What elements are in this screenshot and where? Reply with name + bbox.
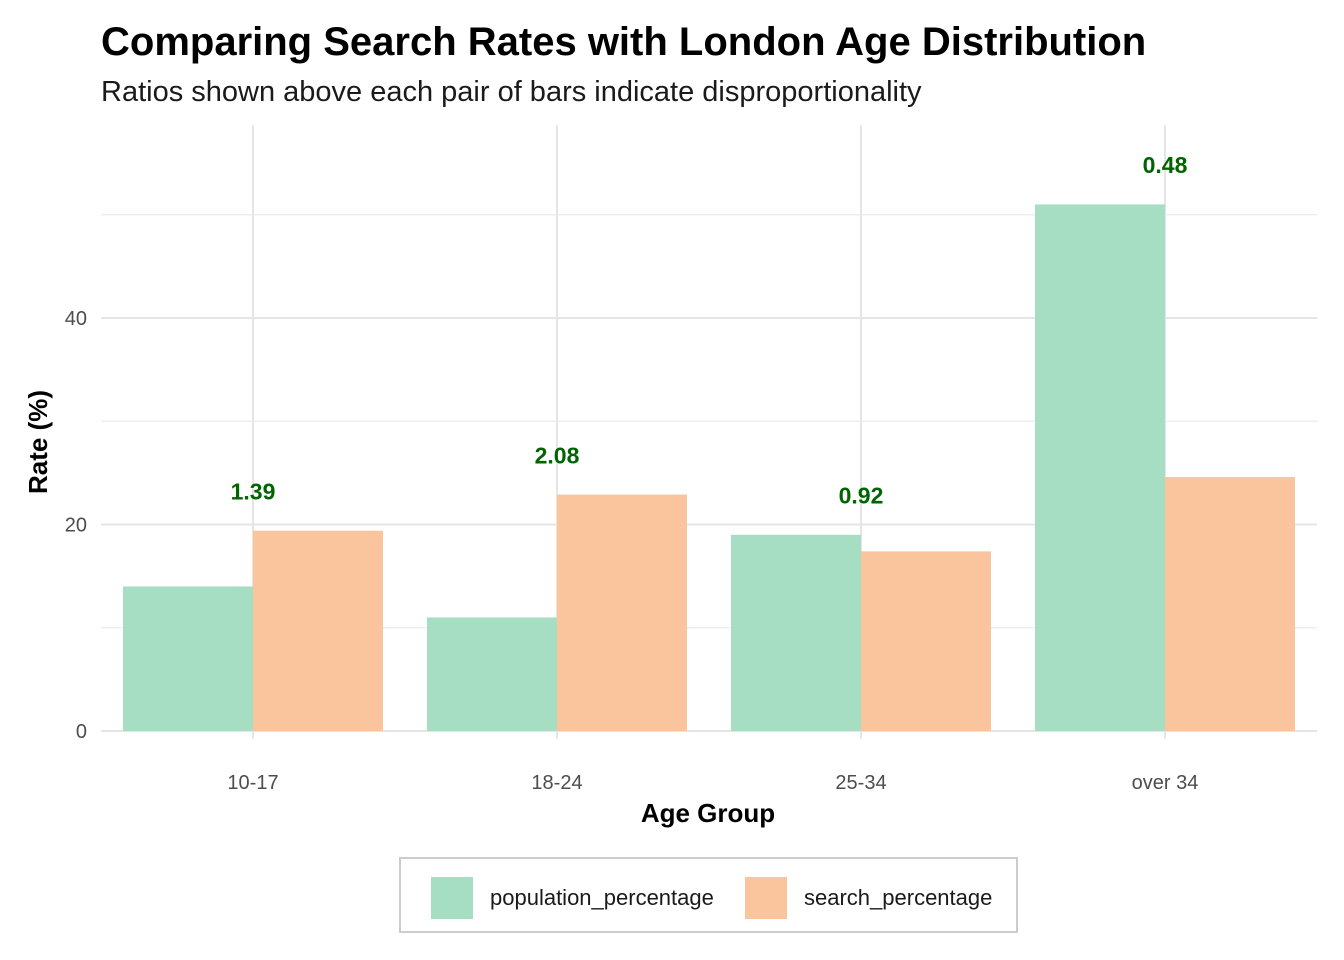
bar-population_percentage-25-34 (731, 534, 861, 731)
ratio-labels: 1.39 2.08 0.92 0.48 (231, 152, 1188, 508)
bar-search_percentage-10-17 (253, 530, 383, 731)
ratio-label: 1.39 (231, 478, 276, 504)
ratio-label: 0.48 (1143, 152, 1188, 178)
bar-search_percentage-over-34 (1165, 477, 1295, 731)
ratio-label: 0.92 (839, 483, 884, 509)
chart-subtitle: Ratios shown above each pair of bars ind… (101, 76, 922, 108)
chart-title: Comparing Search Rates with London Age D… (101, 20, 1147, 64)
legend: population_percentage search_percentage (399, 857, 1018, 933)
legend-label-population: population_percentage (490, 885, 714, 910)
bar-population_percentage-10-17 (123, 586, 253, 731)
bar-population_percentage-18-24 (427, 617, 557, 731)
y-axis: 0 20 40 (65, 308, 87, 743)
y-tick-label: 40 (65, 308, 87, 330)
bar-search_percentage-25-34 (861, 551, 991, 731)
x-axis-label: Age Group (641, 798, 775, 828)
y-tick-label: 0 (76, 721, 87, 743)
y-tick-label: 20 (65, 515, 87, 537)
x-axis: 10-17 18-24 25-34 over 34 (227, 772, 1198, 794)
y-axis-label: Rate (%) (23, 390, 53, 494)
legend-swatch-search (745, 877, 787, 919)
legend-label-search: search_percentage (804, 885, 993, 910)
legend-item-search: search_percentage (745, 877, 992, 919)
bar-population_percentage-over-34 (1035, 204, 1165, 732)
x-tick-label: 25-34 (835, 772, 886, 794)
x-tick-label: 18-24 (531, 772, 582, 794)
bar-search_percentage-18-24 (557, 494, 687, 731)
x-tick-label: over 34 (1132, 772, 1199, 794)
legend-swatch-population (431, 877, 473, 919)
chart-plot-area: 1.39 2.08 0.92 0.48 0 20 40 10-17 18-24 25-34 ov… (23, 125, 1317, 828)
bar-group (123, 204, 1295, 732)
x-tick-label: 10-17 (227, 772, 278, 794)
legend-item-population: population_percentage (431, 877, 714, 919)
ratio-label: 2.08 (535, 442, 580, 468)
